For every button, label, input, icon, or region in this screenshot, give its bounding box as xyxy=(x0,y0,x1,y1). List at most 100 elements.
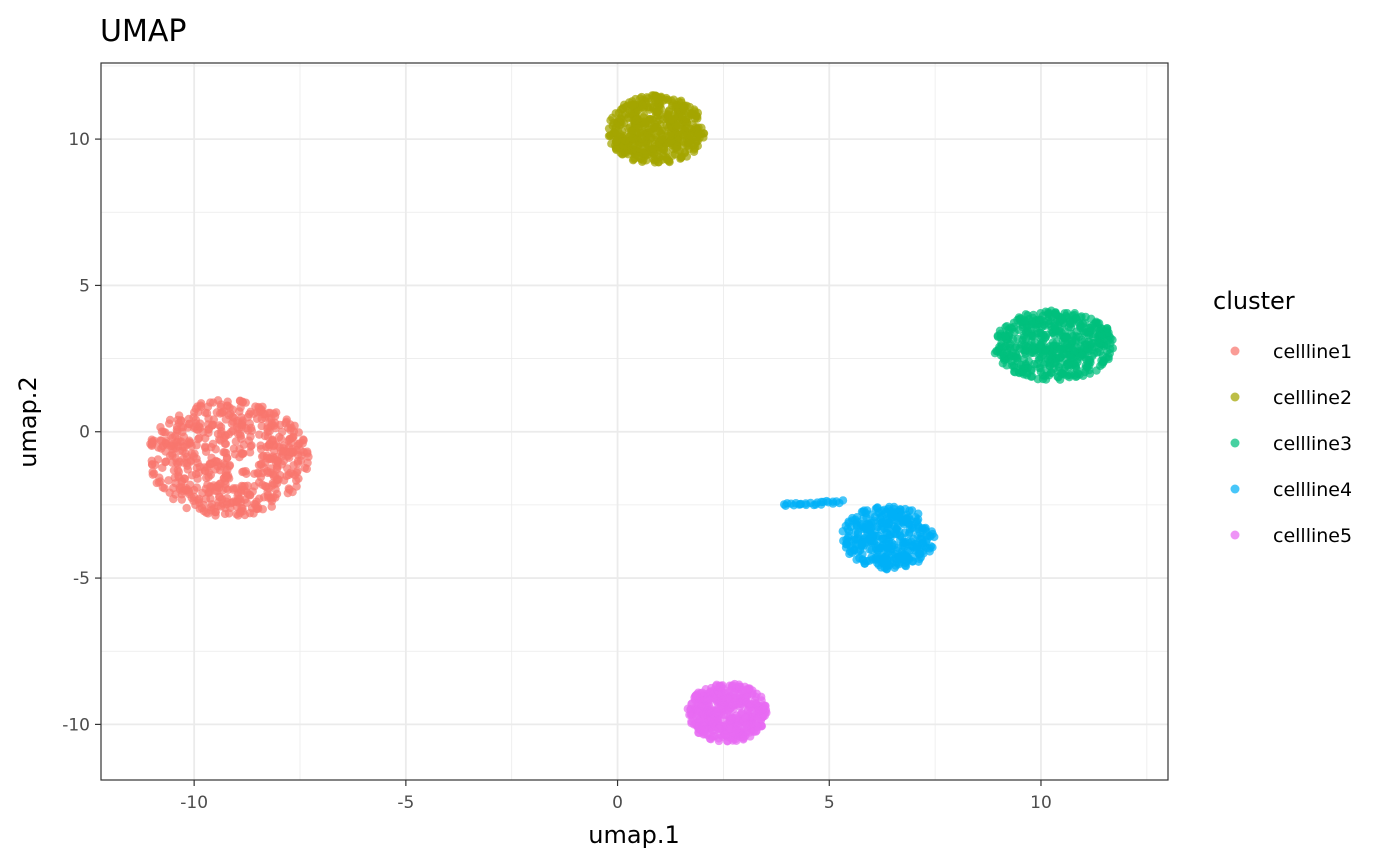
data-point xyxy=(214,492,224,501)
data-point xyxy=(252,414,262,424)
data-point xyxy=(215,409,225,418)
panel-border xyxy=(100,62,1169,781)
data-point xyxy=(858,549,867,559)
data-point xyxy=(878,518,887,527)
data-point xyxy=(240,510,250,520)
data-point xyxy=(1028,344,1037,354)
data-point xyxy=(680,148,689,158)
data-point xyxy=(918,526,927,535)
data-point xyxy=(672,145,682,154)
data-point xyxy=(262,454,272,463)
data-point xyxy=(206,494,215,503)
data-point xyxy=(160,484,169,493)
data-point xyxy=(245,419,254,428)
data-point xyxy=(638,101,647,110)
data-point xyxy=(195,462,205,471)
data-point xyxy=(221,415,231,424)
data-point xyxy=(1075,352,1085,361)
data-point xyxy=(842,535,851,544)
data-point xyxy=(611,109,620,118)
data-point xyxy=(220,509,230,519)
data-point xyxy=(1056,344,1065,354)
data-point xyxy=(657,135,667,144)
data-point xyxy=(1062,309,1072,318)
data-point xyxy=(204,428,213,438)
data-point xyxy=(721,730,730,739)
data-point xyxy=(694,706,703,715)
data-point xyxy=(293,450,303,460)
data-point xyxy=(243,426,253,435)
data-point xyxy=(1067,336,1077,346)
data-point xyxy=(1072,314,1081,324)
data-point xyxy=(235,429,245,439)
x-tick-label: 5 xyxy=(824,793,835,813)
data-point xyxy=(843,524,852,534)
legend-label-cellline1: cellline1 xyxy=(1273,341,1352,363)
y-tick-label: 0 xyxy=(79,423,90,443)
x-tick-label: -10 xyxy=(180,793,208,813)
y-tick-label: 10 xyxy=(68,130,90,150)
x-tick-label: 0 xyxy=(612,793,623,813)
data-point xyxy=(1041,375,1051,384)
data-point xyxy=(725,724,734,733)
legend-items: cellline1 cellline2 cellline3 cellline4 cell… xyxy=(1230,341,1352,547)
data-point xyxy=(271,423,280,433)
data-point xyxy=(294,474,303,483)
data-point xyxy=(726,715,736,724)
data-point xyxy=(251,500,260,509)
data-point xyxy=(239,449,248,458)
data-point xyxy=(238,397,247,407)
data-point xyxy=(187,449,196,458)
legend-key-cellline3 xyxy=(1230,438,1240,448)
data-point xyxy=(634,152,643,161)
data-point xyxy=(1020,316,1029,325)
y-axis-title: umap.2 xyxy=(14,376,42,467)
data-point xyxy=(887,558,896,568)
data-point xyxy=(157,436,167,445)
data-point xyxy=(885,514,894,524)
data-point xyxy=(686,131,696,141)
data-point xyxy=(694,129,703,138)
data-point xyxy=(628,134,637,143)
series-cellline5 xyxy=(683,679,771,746)
legend-key-cellline2 xyxy=(1230,392,1240,402)
data-point xyxy=(859,556,868,566)
y-tick-label: -10 xyxy=(62,715,90,735)
data-point xyxy=(269,446,279,456)
data-point xyxy=(1048,338,1058,347)
data-point xyxy=(259,410,268,419)
data-point xyxy=(192,441,201,450)
data-point xyxy=(245,490,255,500)
data-point xyxy=(676,96,686,106)
data-point xyxy=(714,724,724,734)
data-point xyxy=(171,478,180,488)
data-point xyxy=(851,535,860,545)
data-point xyxy=(666,131,675,140)
data-point xyxy=(292,482,301,491)
data-point xyxy=(889,528,899,538)
data-point xyxy=(731,726,741,735)
data-point xyxy=(169,494,178,504)
data-point xyxy=(256,441,265,450)
data-point xyxy=(992,346,1001,356)
data-point xyxy=(254,478,264,487)
data-point xyxy=(916,553,926,562)
data-point xyxy=(260,482,270,491)
data-point xyxy=(857,520,866,529)
data-point xyxy=(166,441,175,451)
legend-label-cellline2: cellline2 xyxy=(1273,387,1352,409)
data-point xyxy=(156,423,165,432)
series-cellline4 xyxy=(779,496,939,574)
data-point xyxy=(252,408,262,417)
data-point xyxy=(222,497,231,506)
data-point xyxy=(153,455,163,464)
data-point xyxy=(207,483,216,492)
data-point xyxy=(997,341,1006,350)
data-point xyxy=(183,461,192,470)
data-point xyxy=(908,556,918,566)
data-point xyxy=(678,112,687,121)
data-point xyxy=(758,705,768,714)
data-point xyxy=(1019,331,1029,340)
data-point xyxy=(149,436,159,445)
data-point xyxy=(239,467,248,476)
